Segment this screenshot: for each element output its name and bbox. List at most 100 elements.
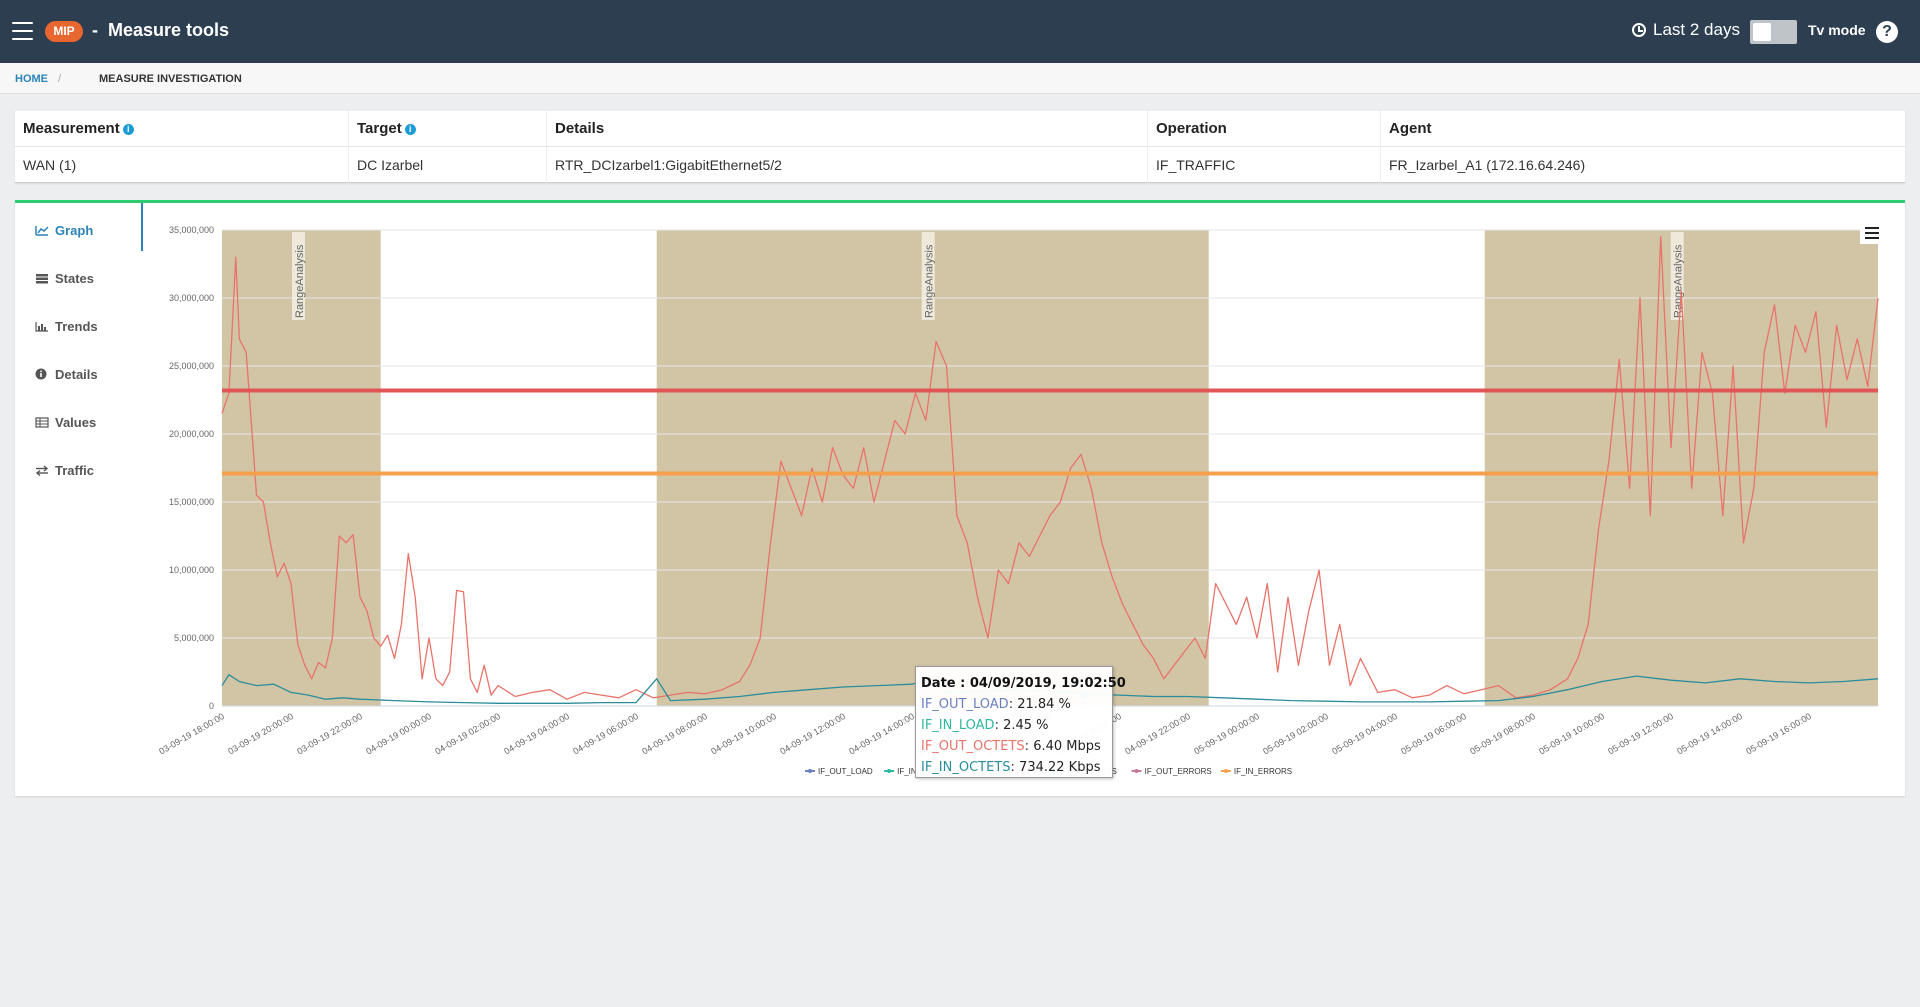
y-tick-label: 30,000,000	[169, 293, 214, 303]
y-tick-label: 35,000,000	[169, 225, 214, 235]
time-range-selector[interactable]: Last 2 days	[1632, 20, 1740, 40]
cell-measurement: WAN (1)	[15, 147, 349, 183]
legend-swatch-dot	[1134, 769, 1139, 773]
nav-item-details[interactable]: Details	[35, 364, 98, 384]
nav-item-values[interactable]: Values	[35, 412, 96, 432]
tooltip-row-out-octets: IF_OUT_OCTETS: 6.40 Mbps	[921, 739, 1101, 754]
side-nav: Graph States Trends Details Values Traff…	[15, 203, 143, 503]
header-details: Details	[547, 111, 1148, 147]
nav-item-label: Graph	[55, 222, 94, 238]
x-tick-label: 04-09-19 14:00:00	[847, 711, 916, 756]
x-tick-label: 04-09-19 06:00:00	[571, 711, 640, 756]
header-measurement: Measurement i	[15, 111, 349, 147]
hamburger-menu-icon[interactable]	[12, 22, 33, 40]
legend-swatch-dot	[808, 769, 812, 773]
tooltip-key: IF_IN_OCTETS	[921, 760, 1011, 775]
x-tick-label: 04-09-19 12:00:00	[778, 711, 847, 756]
tooltip-value: 6.40 Mbps	[1033, 739, 1101, 754]
help-icon[interactable]: ?	[1876, 21, 1898, 43]
breadcrumb: HOME / MEASURE INVESTIGATION	[0, 63, 1920, 94]
tv-mode-label: Tv mode	[1808, 22, 1866, 38]
x-tick-label: 04-09-19 04:00:00	[502, 711, 571, 756]
cell-agent: FR_Izarbel_A1 (172.16.64.246)	[1389, 157, 1586, 173]
nav-item-label: States	[55, 270, 95, 286]
header-agent: Agent	[1389, 120, 1432, 137]
mip-logo: MIP	[45, 21, 83, 42]
clock-icon	[1632, 23, 1646, 37]
tv-mode-toggle[interactable]	[1750, 20, 1797, 44]
range-band-label: RangeAnalysis	[1673, 244, 1685, 318]
nav-item-traffic[interactable]: Traffic	[35, 460, 94, 480]
info-icon	[35, 368, 47, 380]
nav-item-states[interactable]: States	[35, 268, 94, 288]
tooltip-row-in-octets: IF_IN_OCTETS: 734.22 Kbps	[921, 760, 1101, 775]
legend-item: IF_OUT_LOAD	[818, 767, 873, 776]
y-tick-label: 0	[209, 701, 214, 711]
y-tick-label: 10,000,000	[169, 565, 214, 575]
toggle-knob	[1753, 23, 1771, 41]
nav-item-graph[interactable]: Graph	[35, 220, 93, 240]
chart-tooltip: Date : 04/09/2019, 19:02:50 IF_OUT_LOAD:…	[915, 666, 1126, 778]
x-tick-label: 04-09-19 08:00:00	[640, 711, 709, 756]
nav-active-indicator	[141, 203, 143, 251]
y-tick-label: 5,000,000	[174, 633, 214, 643]
x-tick-label: 05-09-19 10:00:00	[1537, 711, 1606, 756]
x-tick-label: 05-09-19 02:00:00	[1261, 711, 1330, 756]
y-tick-label: 15,000,000	[169, 497, 214, 507]
x-tick-label: 05-09-19 00:00:00	[1192, 711, 1261, 756]
breadcrumb-current: MEASURE INVESTIGATION	[99, 73, 242, 85]
swap-icon	[35, 464, 49, 476]
legend-item: IF_IN_ERRORS	[1234, 767, 1292, 776]
header-target-label: Target	[357, 120, 402, 137]
list-icon	[36, 273, 48, 283]
x-tick-label: 05-09-19 16:00:00	[1744, 711, 1813, 756]
time-range-label: Last 2 days	[1653, 20, 1740, 39]
range-band-label: RangeAnalysis	[924, 244, 936, 318]
x-tick-label: 03-09-19 18:00:00	[157, 711, 226, 756]
x-tick-label: 04-09-19 02:00:00	[433, 711, 502, 756]
graph-panel: Graph States Trends Details Values Traff…	[15, 200, 1905, 796]
header-operation: Operation	[1148, 111, 1381, 147]
bar-chart-icon	[35, 321, 48, 332]
range-label-bg	[921, 232, 935, 320]
cell-details: RTR_DCIzarbel1:GigabitEthernet5/2	[547, 147, 1148, 183]
line-chart-icon	[35, 225, 49, 236]
nav-item-trends[interactable]: Trends	[35, 316, 98, 336]
app-title: - Measure tools	[92, 20, 229, 41]
traffic-chart: 0 5,000,000 10,000,000 15,000,000 20,000,000…	[157, 225, 1879, 776]
x-tick-label: 03-09-19 22:00:00	[295, 711, 364, 756]
legend-swatch-dot	[887, 769, 892, 773]
x-tick-label: 04-09-19 00:00:00	[364, 711, 433, 756]
table-row: WAN (1) DC Izarbel RTR_DCIzarbel1:Gigabi…	[15, 147, 1905, 183]
measurement-info-icon[interactable]: i	[122, 124, 134, 135]
header-target: Target i	[349, 111, 547, 147]
measurement-info-table: Measurement i Target i Details Operation A…	[15, 111, 1905, 183]
breadcrumb-separator: /	[58, 73, 62, 85]
top-bar: MIP - Measure tools Last 2 days Tv mode …	[0, 0, 1920, 63]
nav-item-label: Traffic	[55, 462, 95, 478]
tooltip-date: Date : 04/09/2019, 19:02:50	[921, 676, 1126, 691]
y-tick-label: 25,000,000	[169, 361, 214, 371]
x-tick-label: 05-09-19 14:00:00	[1675, 711, 1744, 756]
title-separator: -	[92, 20, 98, 40]
tooltip-key: IF_IN_LOAD	[921, 718, 995, 733]
header-measurement-label: Measurement	[23, 120, 120, 137]
x-tick-label: 05-09-19 04:00:00	[1330, 711, 1399, 756]
cell-target: DC Izarbel	[349, 147, 547, 183]
x-tick-label: 04-09-19 22:00:00	[1123, 711, 1192, 756]
legend-item: IF_OUT_ERRORS	[1145, 767, 1212, 776]
x-tick-label: 05-09-19 06:00:00	[1399, 711, 1468, 756]
breadcrumb-home-link[interactable]: HOME	[15, 73, 48, 85]
target-info-icon[interactable]: i	[404, 124, 416, 135]
app-title-text: Measure tools	[108, 20, 230, 40]
y-tick-label: 20,000,000	[169, 429, 214, 439]
tooltip-key: IF_OUT_LOAD	[921, 697, 1009, 712]
x-tick-label: 04-09-19 10:00:00	[709, 711, 778, 756]
chart-menu-icon[interactable]	[1860, 222, 1886, 244]
tooltip-value: 21.84 %	[1017, 697, 1071, 712]
x-tick-label: 03-09-19 20:00:00	[226, 711, 295, 756]
tooltip-row-out-load: IF_OUT_LOAD: 21.84 %	[921, 697, 1071, 712]
range-label-bg	[292, 232, 305, 320]
cell-operation: IF_TRAFFIC	[1148, 147, 1381, 183]
table-icon	[35, 416, 49, 428]
